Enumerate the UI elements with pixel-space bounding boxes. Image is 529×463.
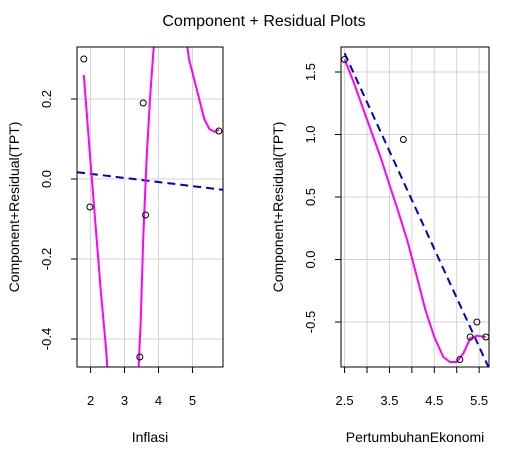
data-point-4 [142, 211, 150, 219]
y-axis-title: Component+Residual(TPT) [6, 122, 22, 293]
x-tick-label-1: 3 [121, 393, 128, 408]
data-point-5 [215, 127, 223, 135]
x-tick-label-2: 3.5 [380, 393, 398, 408]
y-tick-label-0: -0.4 [39, 328, 54, 350]
data-point-0 [80, 55, 88, 63]
x-tick-label-3: 5 [189, 393, 196, 408]
y-tick-label-1: 0.0 [303, 250, 318, 268]
data-point-4 [473, 318, 481, 326]
data-point-1 [86, 203, 94, 211]
y-axis-title: Component+Residual(TPT) [270, 122, 286, 293]
data-point-2 [456, 356, 464, 363]
x-axis-title: Inflasi [132, 429, 169, 445]
linear-fit-line [77, 171, 223, 191]
data-point-3 [139, 99, 147, 107]
y-tick-label-2: 0.0 [39, 170, 54, 188]
x-tick-label-2: 4 [155, 393, 162, 408]
y-tick-label-1: -0.2 [39, 248, 54, 270]
y-tick-label-4: 1.5 [303, 63, 318, 81]
smooth-line [82, 47, 220, 367]
smooth-line [343, 59, 487, 363]
x-axis-title: PertumbuhanEkonomi [346, 429, 485, 445]
linear-fit-line [343, 52, 489, 367]
x-tick-label-6: 5.5 [470, 393, 488, 408]
y-tick-label-3: 0.2 [39, 90, 54, 108]
panel-inflasi: 2 3 4 5 -0.4 -0.2 0.0 0.2 Inflasi Component+Resid… [6, 46, 224, 445]
data-point-1 [399, 136, 407, 143]
y-tick-label-3: 1.0 [303, 125, 318, 143]
data-point-2 [136, 353, 144, 361]
y-tick-label-0: -0.5 [303, 311, 318, 333]
main-title: Component + Residual Plots [162, 13, 365, 30]
x-tick-label-4: 4.5 [425, 393, 443, 408]
panel-pertumbuhan-ekonomi: 2.5 3.5 4.5 5.5 -0.5 0.0 0.5 1.0 1.5 PertumbuhanE… [270, 46, 490, 445]
data-point-3 [466, 333, 474, 341]
y-tick-label-2: 0.5 [303, 188, 318, 206]
plot-frame [76, 46, 224, 368]
data-point-0 [341, 56, 349, 63]
x-tick-label-0: 2.5 [336, 393, 354, 408]
plot-frame [340, 46, 490, 368]
x-tick-label-0: 2 [87, 393, 94, 408]
